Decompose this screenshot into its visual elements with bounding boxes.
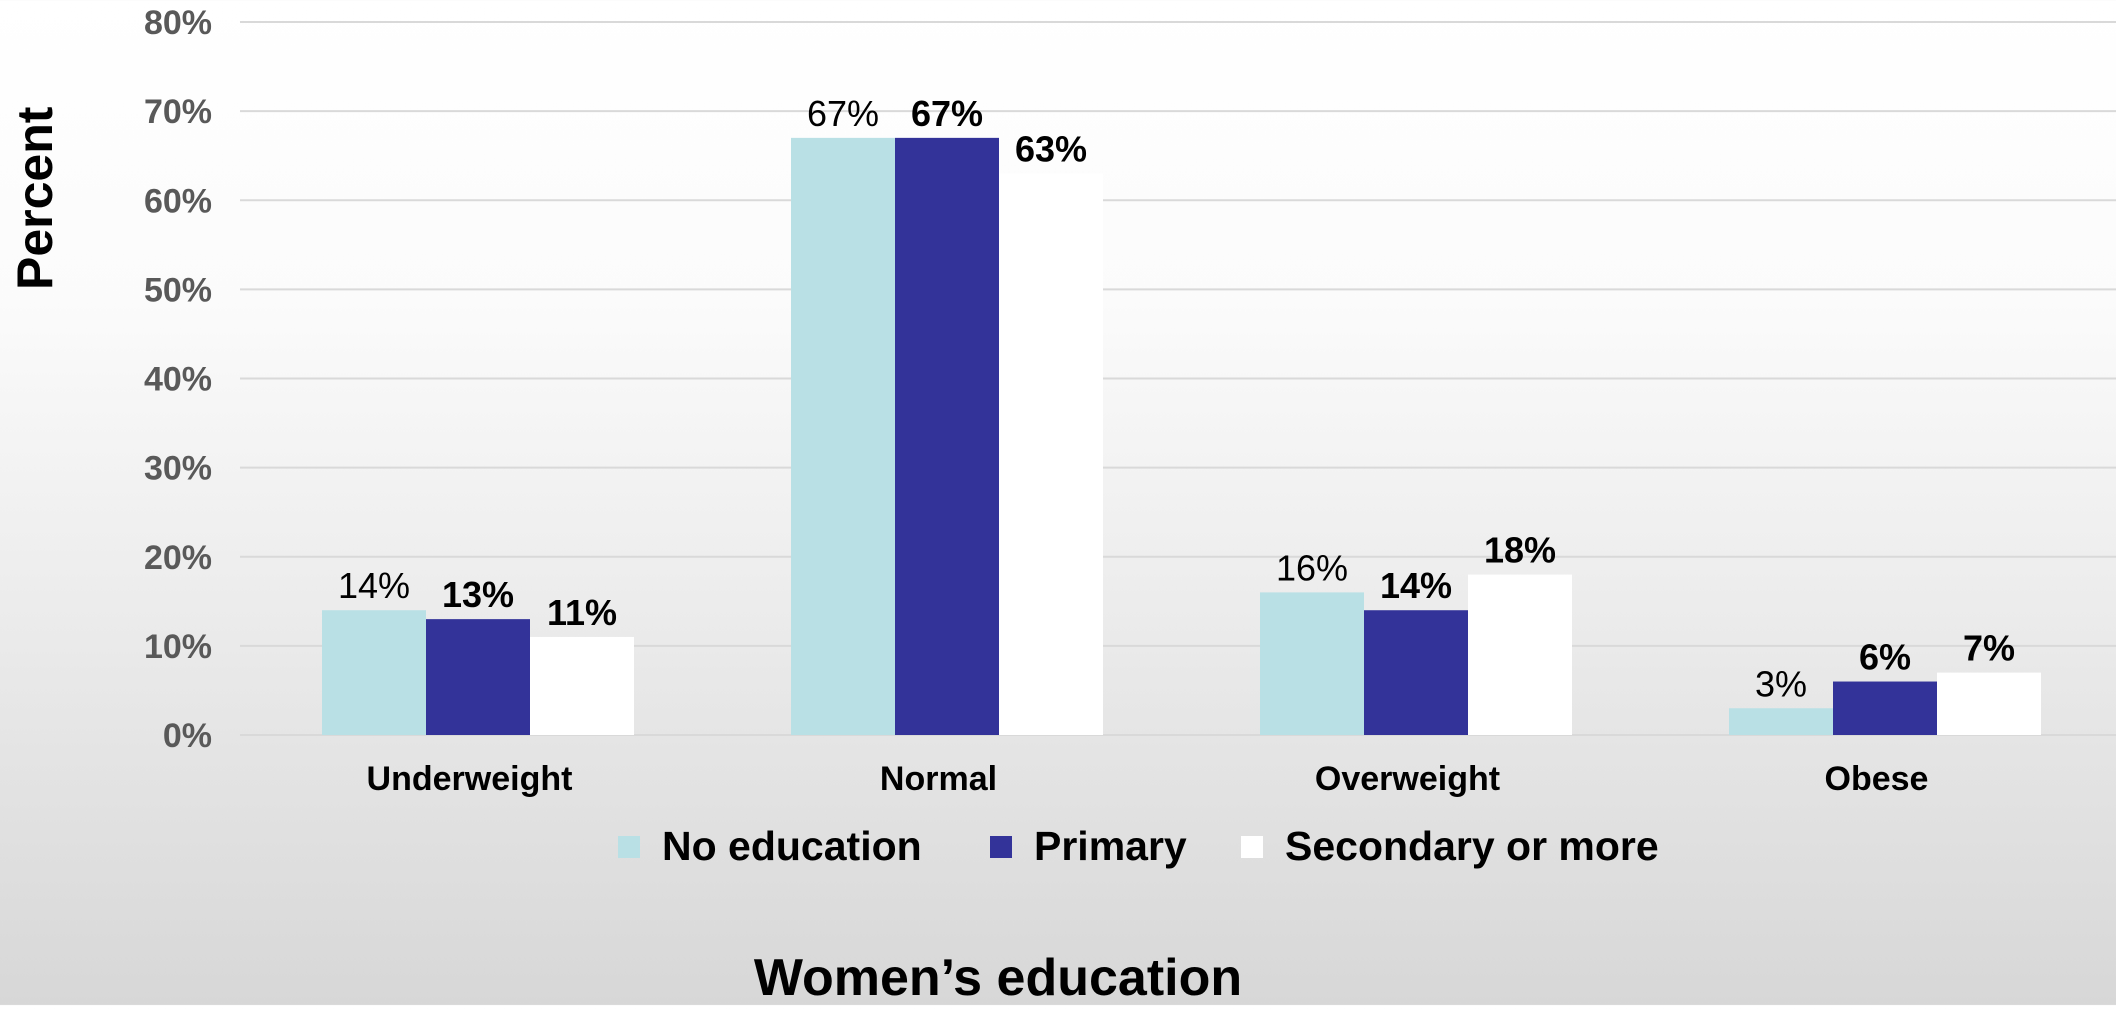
bar: [1468, 574, 1572, 735]
legend-swatch: [1241, 836, 1263, 858]
y-tick-label: 40%: [144, 361, 212, 399]
bar: [999, 173, 1103, 735]
bar: [1833, 681, 1937, 735]
legend-label: Primary: [1034, 823, 1187, 869]
x-tick-label: Underweight: [367, 760, 573, 798]
y-tick-label: 50%: [144, 271, 212, 309]
legend-label: Secondary or more: [1285, 823, 1659, 869]
x-axis-title: Women’s education: [754, 949, 1242, 1005]
bar: [895, 137, 999, 736]
bar: [426, 619, 530, 735]
data-label: 3%: [1755, 663, 1807, 704]
data-label: 11%: [547, 592, 617, 633]
y-tick-label: 60%: [144, 182, 212, 220]
data-label: 13%: [442, 574, 514, 615]
bar: [530, 636, 634, 735]
bar: [791, 137, 895, 736]
legend-swatch: [990, 836, 1012, 858]
bar: [1729, 708, 1833, 735]
y-axis-ticks: 0% 10% 20% 30% 40% 50% 60% 70% 80%: [144, 4, 212, 755]
bar: [1260, 592, 1364, 735]
data-label: 14%: [1380, 565, 1452, 606]
data-label: 7%: [1963, 628, 2015, 669]
data-label: 63%: [1015, 129, 1087, 170]
data-labels: 14% 13% 11% 67% 67% 63% 16% 14% 18% 3% 6% 7%: [338, 93, 2015, 704]
bars: [322, 137, 2041, 736]
x-tick-label: Overweight: [1315, 760, 1500, 798]
data-label: 14%: [338, 565, 410, 606]
bar: [1937, 672, 2041, 735]
y-tick-label: 10%: [144, 628, 212, 666]
legend-label: No education: [662, 823, 922, 869]
y-tick-label: 70%: [144, 93, 212, 131]
data-label: 18%: [1484, 530, 1556, 571]
x-axis-categories: Underweight Normal Overweight Obese: [367, 760, 1929, 798]
data-label: 6%: [1859, 637, 1911, 678]
legend: No education Primary Secondary or more: [618, 823, 1659, 869]
y-tick-label: 30%: [144, 450, 212, 488]
y-tick-label: 0%: [163, 717, 212, 755]
legend-swatch: [618, 836, 640, 858]
y-axis-title: Percent: [7, 106, 63, 290]
y-tick-label: 20%: [144, 539, 212, 577]
data-label: 16%: [1276, 547, 1348, 588]
x-tick-label: Normal: [880, 760, 997, 798]
bar: [322, 610, 426, 735]
x-tick-label: Obese: [1825, 760, 1929, 798]
data-label: 67%: [807, 93, 879, 134]
bar: [1364, 610, 1468, 735]
y-tick-label: 80%: [144, 4, 212, 42]
data-label: 67%: [911, 93, 983, 134]
